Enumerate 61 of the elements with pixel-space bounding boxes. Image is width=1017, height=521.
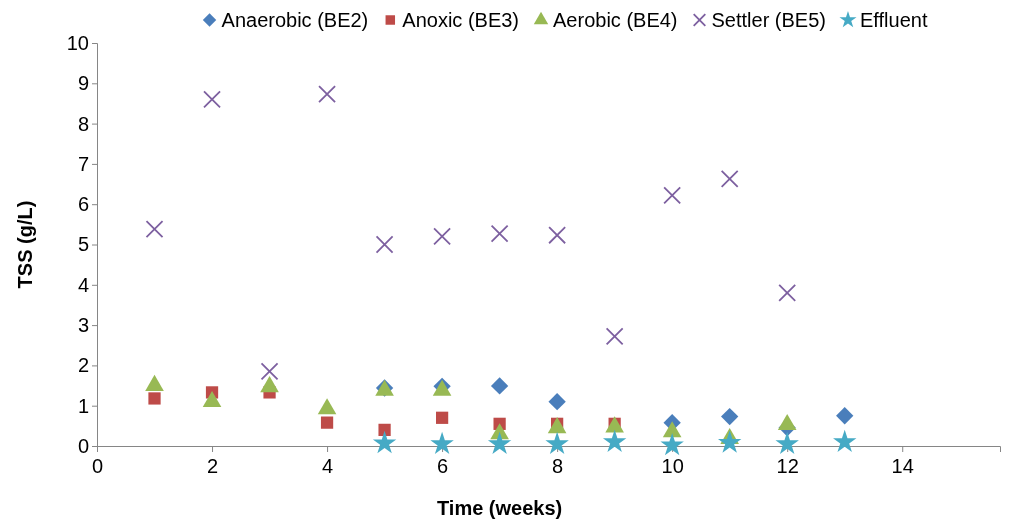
legend-label: Anaerobic (BE2) (221, 9, 369, 31)
legend-label: Effluent (859, 9, 928, 31)
y-tick-label: 0 (77, 434, 89, 457)
point (775, 431, 799, 454)
point (548, 393, 566, 411)
point (375, 235, 394, 254)
legend-label: Aerobic (BE4) (553, 9, 678, 31)
point (721, 407, 739, 426)
x-tick-label: 12 (776, 455, 799, 477)
point (662, 421, 682, 438)
x-tick-label: 2 (206, 455, 219, 477)
point (490, 377, 509, 395)
point (203, 90, 221, 109)
y-tick-label: 2 (77, 354, 89, 377)
point (602, 429, 627, 452)
y-tick-label: 10 (66, 31, 89, 54)
x-tick-label: 0 (91, 455, 104, 477)
point (372, 430, 397, 454)
point (547, 417, 567, 434)
point (487, 431, 512, 454)
point (318, 85, 336, 104)
x-tick-label: 10 (661, 455, 684, 477)
x-tick-label: 8 (552, 455, 564, 477)
point (777, 413, 797, 431)
point (836, 407, 854, 425)
x-tick-label: 4 (322, 455, 334, 477)
x-tick-label: 14 (891, 455, 914, 477)
point (778, 283, 797, 302)
point (317, 398, 337, 415)
legend-label: Settler (BE5) (711, 9, 826, 31)
y-tick-label: 7 (77, 152, 89, 175)
y-tick-label: 8 (77, 112, 89, 135)
point (145, 220, 164, 239)
point (433, 227, 452, 246)
point (430, 431, 454, 454)
y-tick-label: 9 (77, 72, 89, 95)
x-tick-label: 6 (437, 455, 449, 477)
y-tick-label: 1 (77, 394, 89, 417)
point (202, 390, 222, 408)
y-tick-label: 5 (77, 233, 89, 256)
point (260, 376, 279, 393)
point (720, 169, 739, 188)
y-tick-label: 6 (77, 193, 89, 216)
point (260, 362, 279, 381)
point (435, 411, 449, 424)
point (148, 392, 161, 405)
legend-label: Anoxic (BE3) (402, 9, 520, 31)
point (548, 226, 567, 245)
point (605, 327, 624, 346)
x-axis-title: Time (weeks) (436, 497, 563, 519)
point (545, 431, 569, 454)
point (378, 423, 391, 436)
point (663, 186, 682, 205)
point (833, 429, 857, 452)
point (660, 432, 684, 456)
y-tick-label: 3 (77, 314, 89, 336)
point (320, 416, 334, 429)
point (717, 430, 742, 453)
y-tick-label: 4 (77, 273, 89, 296)
y-axis-title: TSS (g/L) (14, 200, 36, 289)
point (490, 224, 509, 243)
